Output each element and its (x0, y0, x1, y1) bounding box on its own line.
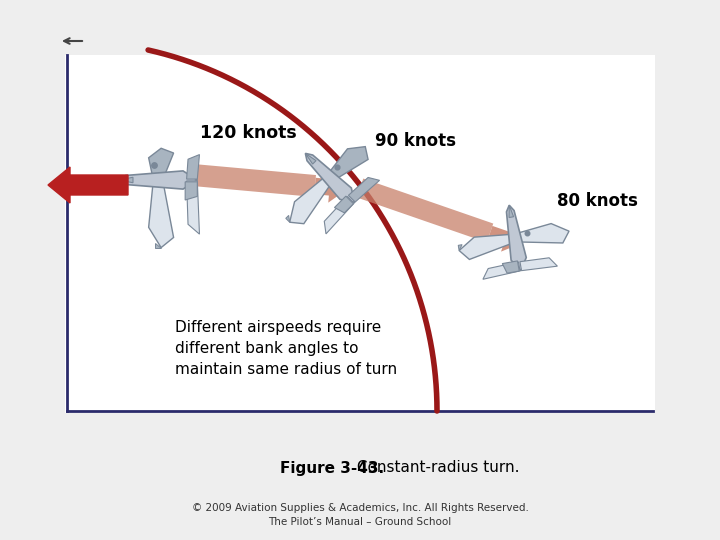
Polygon shape (148, 148, 174, 180)
Bar (65, 55, 655, 413)
Polygon shape (286, 215, 289, 222)
Polygon shape (155, 243, 161, 248)
Text: 80 knots: 80 knots (557, 192, 638, 210)
Text: © 2009 Aviation Supplies & Academics, Inc. All Rights Reserved.: © 2009 Aviation Supplies & Academics, In… (192, 503, 528, 513)
Polygon shape (514, 224, 569, 243)
FancyArrow shape (487, 225, 521, 252)
Polygon shape (509, 205, 513, 218)
FancyArrow shape (48, 167, 128, 203)
Polygon shape (459, 234, 516, 259)
Polygon shape (148, 180, 174, 248)
Polygon shape (186, 154, 199, 179)
Polygon shape (119, 177, 133, 183)
Polygon shape (503, 261, 519, 273)
Polygon shape (483, 262, 520, 279)
Polygon shape (186, 181, 199, 234)
Polygon shape (289, 175, 333, 224)
Text: Figure 3-43.: Figure 3-43. (280, 461, 384, 476)
Polygon shape (327, 147, 368, 181)
Polygon shape (520, 258, 557, 271)
Polygon shape (356, 179, 493, 242)
Polygon shape (506, 205, 526, 271)
Text: 90 knots: 90 knots (375, 132, 456, 150)
Polygon shape (192, 164, 316, 197)
Text: Different airspeeds require
different bank angles to
maintain same radius of tur: Different airspeeds require different ba… (175, 320, 397, 377)
Polygon shape (324, 197, 354, 234)
Text: 120 knots: 120 knots (200, 124, 297, 142)
Polygon shape (119, 171, 197, 189)
Polygon shape (305, 153, 354, 202)
Polygon shape (305, 153, 316, 164)
Text: The Pilot’s Manual – Ground School: The Pilot’s Manual – Ground School (269, 517, 451, 527)
Polygon shape (335, 196, 354, 213)
Polygon shape (458, 245, 462, 251)
Text: Constant-radius turn.: Constant-radius turn. (352, 461, 520, 476)
Polygon shape (348, 178, 379, 202)
FancyArrow shape (314, 172, 348, 202)
Polygon shape (185, 182, 197, 200)
